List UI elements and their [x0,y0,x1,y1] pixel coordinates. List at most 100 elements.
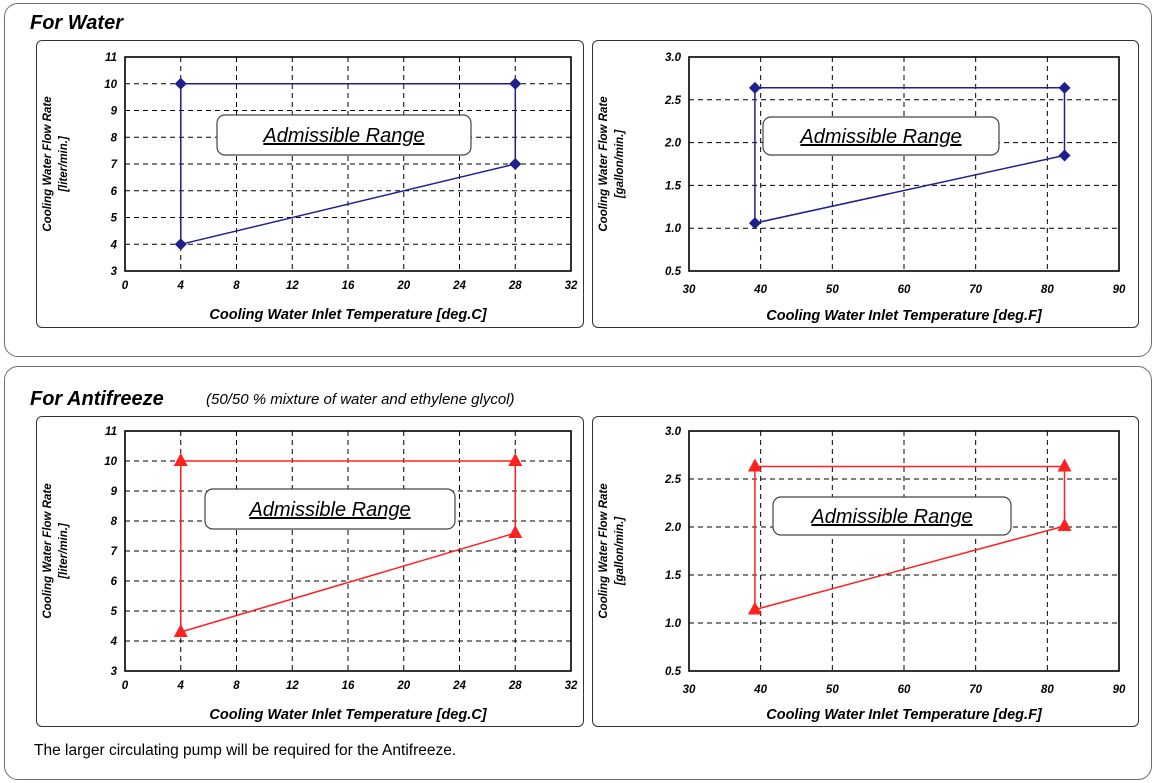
water-f-xtick-label: 80 [1041,284,1054,296]
anti-c-ytick-label: 8 [111,516,118,528]
water-c-ytick-label: 5 [111,213,118,225]
anti-c-plot-frame [124,430,572,672]
anti-c-ytick-label: 5 [111,606,118,618]
anti-c-y-axis-label: Cooling Water Flow Rate [42,483,54,619]
water-c-xtick-label: 32 [565,280,578,292]
water-f-xtick-label: 50 [826,284,839,296]
anti-c-ytick-label: 3 [111,666,118,678]
water-c-ytick-label: 11 [105,52,117,64]
water-c-xtick-label: 0 [122,280,129,292]
anti-f-y-axis-unit: [gallon/min.] [614,516,626,587]
anti-f-xtick-label: 70 [969,684,982,696]
anti-c-xtick-label: 16 [342,680,355,692]
anti-c-ytick-label: 7 [111,546,118,558]
anti-c-data-point [173,624,188,637]
anti-c-xtick-label: 20 [396,680,410,692]
water-c-x-axis-label: Cooling Water Inlet Temperature [deg.C] [209,307,487,323]
anti-c-ytick-label: 4 [110,636,118,648]
water-c-xtick-label: 20 [396,280,410,292]
water-c-xtick-label: 16 [342,280,355,292]
anti-c-xtick-label: 0 [122,680,129,692]
water-f-xtick-label: 30 [683,284,696,296]
anti-f-data-point [747,601,762,615]
anti-c-ytick-label: 6 [111,576,118,588]
anti-f-xtick-label: 30 [683,684,696,696]
water-c-data-point [174,77,187,90]
anti-c-annotation-box [204,488,456,530]
chart-water-celsius: 0 4 8 12 16 20 24 28 32 3 4 5 6 7 8 9 10 11 Cooling Water … [36,40,584,328]
anti-f-ytick-label: 3.0 [665,426,682,438]
water-f-data-point [1058,81,1071,94]
water-c-y-axis-label: Cooling Water Flow Rate [42,96,54,232]
water-f-annotation-label: Admissible Range [799,126,961,148]
anti-f-x-axis-label: Cooling Water Inlet Temperature [deg.F] [766,707,1043,723]
water-c-plot-frame [124,56,572,272]
chart-antifreeze-celsius: 0 4 8 12 16 20 24 28 32 3 4 5 6 7 8 9 10 11 Cooling Water … [36,416,584,727]
water-c-y-axis-unit: [liter/min.] [58,135,70,193]
water-f-ytick-label: 1.0 [665,223,682,235]
water-c-data-point [509,158,522,170]
chart-antifreeze-celsius-svg: 0 4 8 12 16 20 24 28 32 3 4 5 6 7 8 9 10 11 Cooling Water … [42,426,578,723]
anti-c-xtick-label: 8 [233,680,240,692]
water-c-xtick-label: 12 [286,280,299,292]
water-section-title: For Water [30,12,123,34]
anti-f-xtick-label: 80 [1041,684,1054,696]
chart-antifreeze-fahrenheit: 30 40 50 60 70 80 90 0.5 1.0 1.5 2.0 2.5 3.0 Cooling … [592,416,1139,727]
water-f-y-axis-label: Cooling Water Flow Rate [598,96,610,232]
anti-c-xtick-label: 4 [177,680,185,692]
chart-water-fahrenheit-svg: 30 40 50 60 70 80 90 0.5 1.0 1.5 2.0 2.5 3.0 Cooling … [598,52,1126,324]
water-c-ytick-label: 6 [111,186,118,198]
water-c-annotation-box [216,114,472,156]
anti-c-xtick-label: 24 [452,680,466,692]
anti-f-ytick-label: 0.5 [665,666,682,678]
anti-c-data-point [508,453,523,466]
anti-c-x-axis-label: Cooling Water Inlet Temperature [deg.C] [209,707,487,723]
anti-f-xtick-label: 90 [1113,684,1126,696]
chart-water-fahrenheit: 30 40 50 60 70 80 90 0.5 1.0 1.5 2.0 2.5 3.0 Cooling … [592,40,1139,328]
chart-water-celsius-svg: 0 4 8 12 16 20 24 28 32 3 4 5 6 7 8 9 10 11 Cooling Water … [42,52,578,323]
anti-f-series-line [754,465,1066,611]
anti-f-data-point [1057,458,1072,472]
anti-c-ytick-label: 10 [104,456,117,468]
anti-c-ytick-label: 11 [105,426,117,438]
chart-antifreeze-fahrenheit-svg: 30 40 50 60 70 80 90 0.5 1.0 1.5 2.0 2.5 3.0 Cooling … [598,426,1126,723]
water-f-data-point [1058,149,1071,162]
water-f-ytick-label: 1.5 [665,180,682,192]
antifreeze-section-title: For Antifreeze [30,388,164,410]
water-f-ytick-label: 0.5 [665,266,682,278]
anti-f-xtick-label: 60 [898,684,911,696]
water-f-data-point [748,217,761,230]
water-c-xtick-label: 8 [233,280,240,292]
anti-f-xtick-label: 50 [826,684,839,696]
anti-f-data-point [1057,518,1072,532]
anti-f-ytick-label: 1.0 [665,618,682,630]
anti-c-xtick-label: 12 [286,680,299,692]
water-f-xtick-label: 70 [969,284,982,296]
anti-c-annotation-label: Admissible Range [248,499,410,521]
water-f-ytick-label: 2.5 [664,95,682,107]
anti-f-plot-frame [688,430,1120,672]
anti-f-annotation-box [772,496,1012,536]
anti-f-ytick-label: 1.5 [665,570,682,582]
anti-f-xtick-label: 40 [753,684,767,696]
water-c-xtick-label: 24 [452,280,466,292]
anti-f-ytick-label: 2.0 [664,522,682,534]
water-c-data-point [509,77,522,90]
water-f-y-axis-unit: [gallon/min.] [614,129,626,200]
water-c-ytick-label: 7 [111,159,118,171]
anti-c-data-point [173,453,188,466]
water-c-ytick-label: 4 [110,239,118,251]
anti-c-data-point [508,525,523,538]
water-f-xtick-label: 60 [898,284,911,296]
water-c-ytick-label: 3 [111,266,118,278]
water-f-ytick-label: 2.0 [664,138,682,150]
water-f-ytick-label: 3.0 [665,52,682,64]
antifreeze-section-subtitle: (50/50 % mixture of water and ethylene g… [206,391,515,408]
water-f-annotation-box [762,116,1000,156]
water-f-xtick-label: 40 [753,284,767,296]
anti-c-xtick-label: 32 [565,680,578,692]
anti-f-ytick-label: 2.5 [664,474,682,486]
water-c-ytick-label: 9 [111,106,118,118]
anti-f-annotation-label: Admissible Range [810,506,972,528]
water-f-data-point [748,81,761,94]
